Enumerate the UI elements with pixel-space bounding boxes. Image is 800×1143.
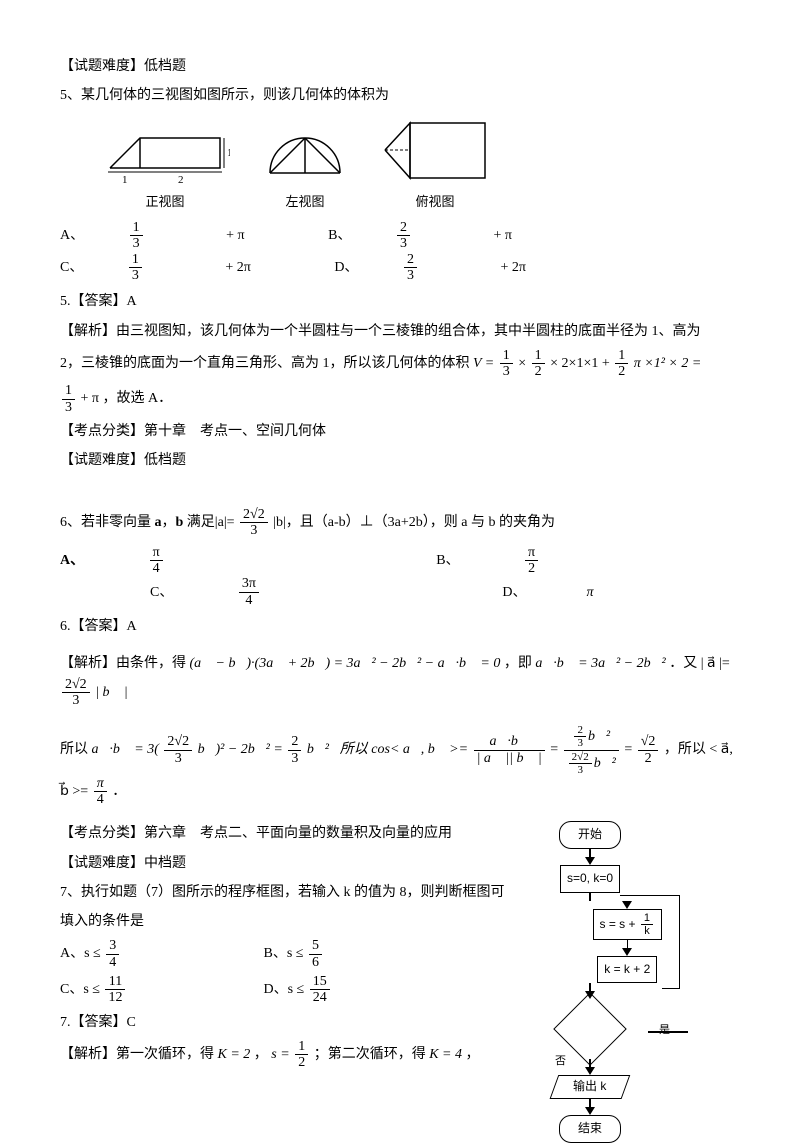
q6-explain-2: 所以 a⃗·b⃗ = 3( 2√23 b⃗)² − 2b⃗² = 23 b⃗²，… [60,724,740,807]
fc-step1: s = s + 1k [593,909,663,940]
fc-no-label: 否 [555,1052,566,1072]
q7-option-c: C、s ≤ 1112 [60,974,260,1006]
fc-init: s=0, k=0 [560,865,620,893]
q5-stem: 5、某几何体的三视图如图所示，则该几何体的体积为 [60,83,740,108]
q5-difficulty: 【试题难度】低档题 [60,448,740,473]
q7-explain: 【解析】第一次循环，得 K = 2 ， s = 12 ；第二次循环，得 K = … [60,1039,540,1071]
q5-explain-2: 2，三棱锥的底面为一个直角三角形、高为 1，所以该几何体的体积 V = 13 ×… [60,348,740,380]
q5-option-c: C、 13 + 2π [60,252,291,284]
svg-text:1: 1 [227,147,230,159]
q5-topic: 【考点分类】第十章 考点一、空间几何体 [60,419,740,444]
q5-option-d: D、 23 + 2π [334,252,566,284]
q7-options-row2: C、s ≤ 1112 D、s ≤ 1524 [60,974,540,1006]
front-view-label: 正视图 [100,190,230,213]
q5-answer: 5.【答案】A [60,289,740,314]
left-view-label: 左视图 [260,190,350,213]
q7-option-d: D、s ≤ 1524 [264,982,332,997]
q6-option-d: D、π [502,580,653,605]
q4-difficulty: 【试题难度】低档题 [60,54,740,79]
q7-option-a: A、s ≤ 34 [60,938,260,970]
q5-options: A、 13 + π B、 23 + π C、 13 + 2π D、 23 + 2… [60,220,740,284]
svg-text:1: 1 [122,174,128,186]
left-view-svg [260,128,350,188]
fc-start: 开始 [559,821,621,849]
q7-stem-a: 7、执行如题（7）图所示的程序框图，若输入 k 的值为 8，则判断框图可 [60,880,540,905]
q6-option-a: A、 π4 [60,545,283,577]
q5-option-b: B、 23 + π [328,220,552,252]
q6-option-b: B、 π2 [436,545,658,577]
fc-step2: k = k + 2 [597,956,657,984]
left-view-figure: 左视图 [260,128,350,213]
svg-text:2: 2 [178,174,184,186]
q5-figures: 1 2 1 正视图 左视图 俯视图 [100,118,740,213]
top-view-svg [380,118,490,188]
q7-option-b: B、s ≤ 56 [264,946,324,961]
q6-explain-1: 【解析】由条件，得 (a⃗ − b⃗)·(3a⃗ + 2b⃗) = 3a⃗² −… [60,651,740,708]
fc-output: 输出 k [550,1075,631,1099]
q7-options-row1: A、s ≤ 34 B、s ≤ 56 [60,938,540,970]
q5-explain-3: 13 + π ，故选 A． [60,383,740,415]
top-view-label: 俯视图 [380,190,490,213]
q7-answer: 7.【答案】C [60,1010,540,1035]
q6-option-c: C、 3π4 [150,576,379,608]
q6-stem: 6、若非零向量 a，b 满足|a|= 2√23 |b|，且（a-b）⊥（3a+2… [60,507,740,539]
top-view-figure: 俯视图 [380,118,490,213]
front-view-svg: 1 2 1 [100,128,230,188]
q5-explain-1: 【解析】由三视图知，该几何体为一个半圆柱与一个三棱锥的组合体，其中半圆柱的底面半… [60,319,740,344]
front-view-figure: 1 2 1 正视图 [100,128,230,213]
q6-answer: 6.【答案】A [60,614,740,639]
q6-options: A、 π4 B、 π2 C、 3π4 D、π [60,545,740,609]
q5-option-a: A、 13 + π [60,220,285,252]
q7-stem-b: 填入的条件是 [60,909,540,934]
fc-end: 结束 [559,1115,621,1143]
q7-flowchart: 开始 s=0, k=0 s = s + 1k k = k + 2 是 否 输出 … [500,821,680,1142]
